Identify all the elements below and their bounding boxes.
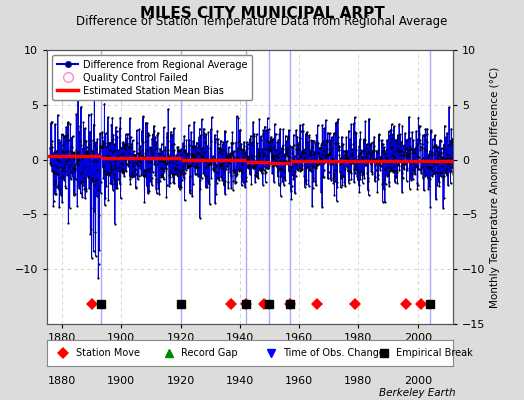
- Text: 1920: 1920: [167, 376, 195, 386]
- Text: 1940: 1940: [226, 376, 254, 386]
- Text: Station Move: Station Move: [75, 348, 139, 358]
- Text: Difference of Station Temperature Data from Regional Average: Difference of Station Temperature Data f…: [77, 15, 447, 28]
- Text: 2000: 2000: [403, 376, 432, 386]
- Text: 1980: 1980: [344, 376, 373, 386]
- Text: 1960: 1960: [285, 376, 313, 386]
- Text: 1880: 1880: [48, 376, 76, 386]
- Text: Record Gap: Record Gap: [181, 348, 238, 358]
- Text: 1900: 1900: [107, 376, 135, 386]
- Y-axis label: Monthly Temperature Anomaly Difference (°C): Monthly Temperature Anomaly Difference (…: [490, 66, 500, 308]
- Text: Empirical Break: Empirical Break: [397, 348, 473, 358]
- Legend: Difference from Regional Average, Quality Control Failed, Estimated Station Mean: Difference from Regional Average, Qualit…: [52, 55, 253, 100]
- Text: Time of Obs. Change: Time of Obs. Change: [283, 348, 385, 358]
- Text: MILES CITY MUNICIPAL ARPT: MILES CITY MUNICIPAL ARPT: [139, 6, 385, 21]
- Text: Berkeley Earth: Berkeley Earth: [379, 388, 456, 398]
